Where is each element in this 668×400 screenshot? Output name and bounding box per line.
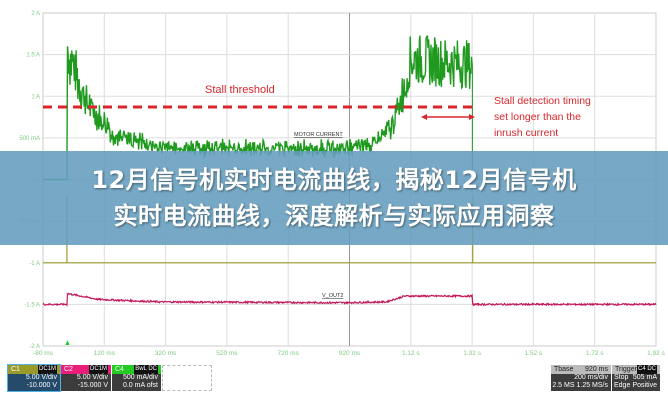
c2-offset: -15.000 V [77, 382, 108, 389]
x-tick-label: 120 ms [94, 350, 116, 357]
c4-scale: 500 mA/div [122, 374, 158, 381]
y-tick-label: 1.5 A [26, 53, 40, 59]
x-tick-label: 1.92 s [647, 350, 665, 357]
arrow-head-left [421, 114, 427, 120]
x-tick-label: 320 ms [155, 350, 177, 357]
x-tick-label: 920 ms [339, 350, 361, 357]
x-tick-label: 1.12 s [402, 350, 420, 357]
x-tick-label: 520 ms [216, 350, 238, 357]
motor-current-label: MOTOR CURRENT [294, 132, 343, 138]
trigger-source: C4 DC [636, 365, 657, 374]
c1-id: C1 [11, 366, 20, 373]
trace-motor-current [43, 35, 473, 181]
title-banner: 12月信号机实时电流曲线，揭秘12月信号机 实时电流曲线，深度解析与实际应用洞察 [0, 151, 668, 245]
y-tick-label: 2 A [31, 11, 40, 17]
y-tick-label: -2 A [29, 344, 40, 350]
c1-coupling: DC1M [37, 365, 57, 374]
y-tick-label: -1.5 A [24, 302, 40, 308]
trigger-marker-icon [65, 340, 70, 345]
x-tick-label: 1.52 s [525, 350, 543, 357]
c2-scale: 5.00 V/div [76, 374, 108, 381]
c2-coupling: DC1M [88, 365, 108, 374]
timebase-scale: 200 ms/div [574, 374, 608, 381]
c1-scale: 5.00 V/div [25, 374, 57, 381]
x-tick-label: 1.32 s [463, 350, 481, 357]
trigger-slope: Positive [632, 382, 657, 389]
timing-note-line1: Stall detection timing [494, 95, 591, 107]
c1-offset: -10.000 V [26, 382, 57, 389]
x-tick-label: -80 ms [33, 350, 54, 357]
timebase-rate: 1.25 MS/s [576, 382, 608, 389]
timing-note-line2: set longer than the [494, 111, 581, 123]
trigger-type: Edge [614, 382, 631, 389]
arrow-head-right [469, 114, 475, 120]
banner-title-line1: 12月信号机实时电流曲线，揭秘12月信号机 [91, 166, 577, 194]
channel-c4-box[interactable]: C4 BwL DC 500 mA/div 0.0 mA ofst [112, 365, 161, 391]
trigger-label: Trigger [615, 366, 637, 373]
empty-channel-slot[interactable] [162, 365, 212, 391]
vout2-label: V_OUT2 [322, 293, 343, 299]
trigger-box[interactable]: Trigger C4 DC Stop 505 mA Edge Positive [612, 365, 660, 391]
channel-c1-box[interactable]: C1 DC1M 5.00 V/div -10.000 V [7, 364, 61, 392]
c4-id: C4 [115, 366, 124, 373]
trace-v-out2 [42, 292, 657, 307]
stall-threshold-label: Stall threshold [205, 84, 275, 96]
timing-note-line3: inrush current [494, 127, 558, 139]
y-tick-label: 1 A [31, 94, 40, 100]
timebase-box[interactable]: Tbase 920 ms 200 ms/div 2.5 MS 1.25 MS/s [551, 365, 611, 391]
x-tick-label: 720 ms [278, 350, 300, 357]
y-tick-label: -1 A [29, 261, 40, 267]
y-tick-label: 500 mA [19, 136, 40, 142]
timebase-delay: 920 ms [585, 366, 608, 373]
x-tick-labels: -80 ms 120 ms 320 ms 520 ms 720 ms 920 ms 1.12… [33, 350, 666, 357]
c2-id: C2 [64, 366, 73, 373]
banner-title-line2: 实时电流曲线，深度解析与实际应用洞察 [113, 202, 555, 230]
c4-coupling: BwL DC [134, 365, 158, 374]
timebase-samples: 2.5 MS [552, 382, 575, 389]
x-tick-label: 1.72 s [586, 350, 604, 357]
channel-c2-box[interactable]: C2 DC1M 5.00 V/div -15.000 V [61, 365, 111, 391]
trigger-mode: Stop [614, 374, 629, 381]
trigger-level: 505 mA [632, 374, 657, 381]
timebase-label: Tbase [554, 366, 574, 373]
c4-offset: 0.0 mA ofst [122, 382, 158, 389]
